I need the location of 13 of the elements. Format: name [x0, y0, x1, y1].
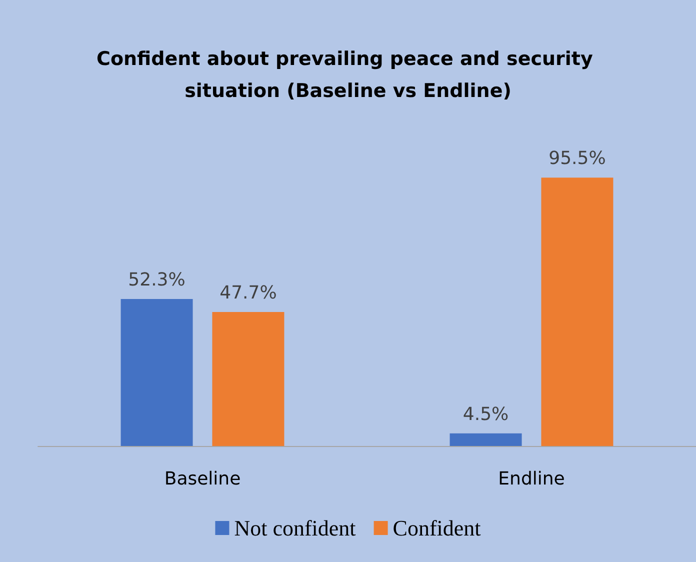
- data-label: 4.5%: [462, 404, 509, 425]
- legend-label: Confident: [392, 516, 481, 540]
- bar: [450, 433, 522, 446]
- chart-title: Confident about prevailing peace and security situation (Baseline vs Endline): [96, 48, 600, 102]
- x-tick-label: Endline: [498, 468, 565, 490]
- legend-label: Not confident: [234, 516, 356, 540]
- bar: [120, 299, 193, 446]
- x-tick-label: Baseline: [164, 468, 241, 490]
- data-label: 95.5%: [548, 148, 606, 170]
- data-label: 52.3%: [128, 270, 186, 291]
- bar: [541, 178, 614, 446]
- data-label: 47.7%: [220, 282, 277, 304]
- bar: [212, 312, 284, 446]
